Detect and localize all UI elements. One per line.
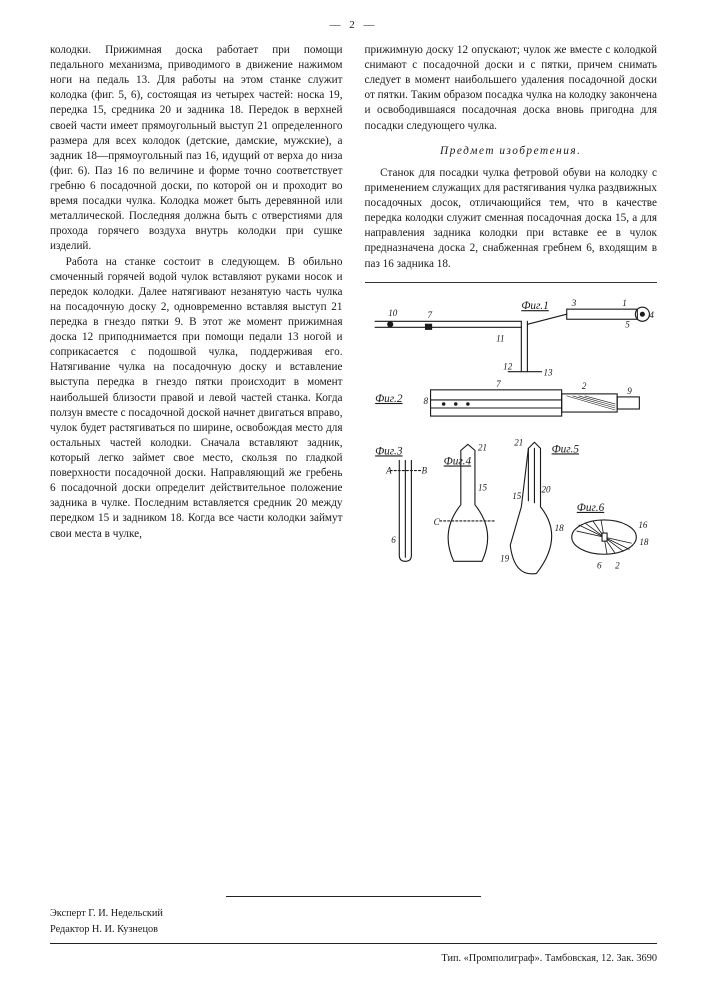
- fig3: Фиг.3 A B 6: [375, 445, 427, 561]
- figures-block: Фиг.1 10: [365, 282, 658, 584]
- fig6-ref-2: 2: [615, 560, 620, 570]
- fig5-ref-19: 19: [500, 553, 510, 563]
- left-para-2: Работа на станке состоит в следующем. В …: [50, 255, 343, 542]
- fig1-ref-1: 1: [622, 298, 627, 308]
- fig1-label: Фиг.1: [521, 300, 548, 312]
- fig1-ref-11: 11: [496, 333, 504, 343]
- fig5-ref-21: 21: [514, 437, 523, 447]
- figures-svg: Фиг.1 10: [365, 291, 658, 584]
- fig5: Фиг.5 21 20 15 18 19: [500, 437, 579, 574]
- fig1-ref-7: 7: [427, 310, 432, 320]
- fig4-ref-C: C: [433, 517, 440, 527]
- left-para-1: колодки. Прижимная доска работает при по…: [50, 43, 343, 255]
- right-para-1: прижимную доску 12 опускают; чулок же вм…: [365, 43, 658, 134]
- fig1-ref-3: 3: [570, 298, 576, 308]
- fig2: Фиг.2 8: [375, 378, 639, 415]
- fig2-ref-8: 8: [423, 396, 428, 406]
- left-column: колодки. Прижимная доска работает при по…: [50, 43, 343, 583]
- fig5-label: Фиг.5: [551, 443, 579, 455]
- right-column: прижимную доску 12 опускают; чулок же вм…: [365, 43, 658, 583]
- fig4: Фиг.4 C 21 15: [433, 442, 496, 561]
- fig1: Фиг.1 10: [375, 298, 654, 378]
- expert-credit: Эксперт Г. И. Недельский: [50, 907, 657, 921]
- fig1-ref-12: 12: [503, 361, 513, 371]
- fig6: Фиг.6 16 18 6 2: [571, 502, 648, 570]
- fig3-ref-6: 6: [391, 535, 396, 545]
- fig6-label: Фиг.6: [576, 502, 604, 514]
- content-columns: колодки. Прижимная доска работает при по…: [50, 43, 657, 583]
- fig4-ref-15: 15: [477, 482, 487, 492]
- fig5-ref-20: 20: [541, 484, 551, 494]
- page-number: — 2 —: [0, 18, 707, 33]
- fig2-ref-2: 2: [581, 381, 586, 391]
- editor-credit: Редактор Н. И. Кузнецов: [50, 923, 657, 937]
- footer-divider: [50, 943, 657, 944]
- fig6-ref-16: 16: [638, 520, 648, 530]
- fig2-ref-7: 7: [496, 378, 501, 388]
- fig4-label: Фиг.4: [443, 455, 471, 467]
- right-para-2: Станок для посадки чулка фетровой обуви …: [365, 166, 658, 272]
- fig1-ref-5: 5: [625, 319, 630, 329]
- fig2-label: Фиг.2: [375, 393, 403, 405]
- fig4-ref-21: 21: [477, 442, 486, 452]
- fig6-ref-18: 18: [639, 537, 649, 547]
- fig6-ref-6: 6: [596, 560, 601, 570]
- footer: Эксперт Г. И. Недельский Редактор Н. И. …: [50, 890, 657, 966]
- fig1-ref-10: 10: [388, 308, 398, 318]
- fig5-ref-18: 18: [554, 523, 564, 533]
- fig3-ref-A: A: [385, 465, 392, 475]
- footer-divider-top: [226, 896, 481, 897]
- fig3-label: Фиг.3: [375, 445, 403, 457]
- fig3-ref-B: B: [421, 465, 427, 475]
- fig1-ref-13: 13: [543, 367, 553, 377]
- fig1-ref-4: 4: [649, 310, 654, 320]
- fig5-ref-15: 15: [512, 490, 522, 500]
- fig2-ref-9: 9: [627, 386, 632, 396]
- imprint: Тип. «Промполиграф». Тамбовская, 12. Зак…: [50, 952, 657, 966]
- subject-heading: Предмет изобретения.: [365, 144, 658, 159]
